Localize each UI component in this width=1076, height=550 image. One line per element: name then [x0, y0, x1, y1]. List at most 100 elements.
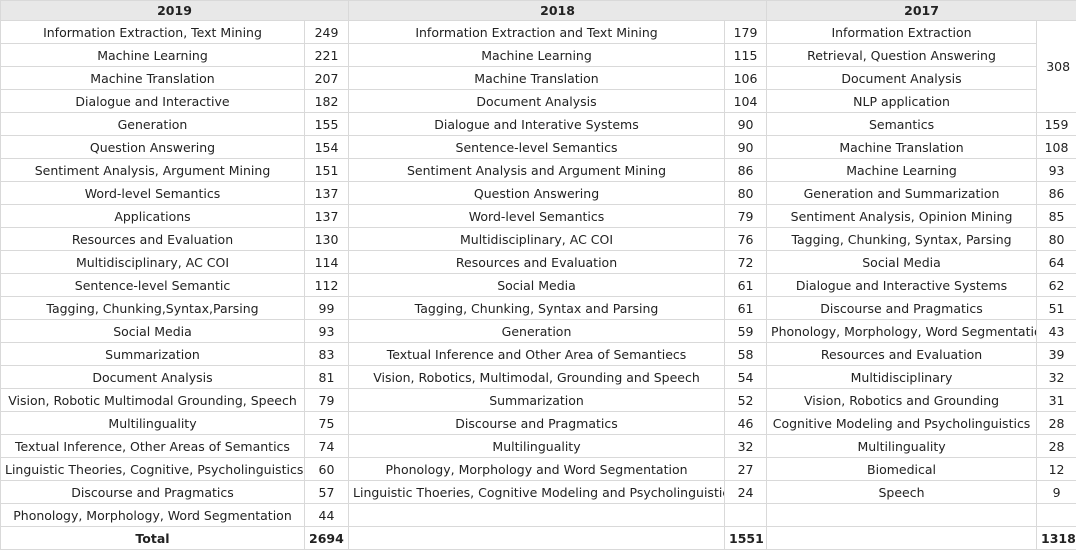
topic-2019: Generation	[1, 113, 305, 136]
count-2017: 28	[1037, 435, 1076, 458]
count-2019: 130	[305, 228, 349, 251]
topic-2019: Resources and Evaluation	[1, 228, 305, 251]
topic-2017: Phonology, Morphology, Word Segmentation	[767, 320, 1037, 343]
count-2019: 249	[305, 21, 349, 44]
count-2018: 61	[725, 297, 767, 320]
topic-2019: Linguistic Theories, Cognitive, Psycholi…	[1, 458, 305, 481]
count-2018: 54	[725, 366, 767, 389]
count-2018: 179	[725, 21, 767, 44]
topic-2017: Retrieval, Question Answering	[767, 44, 1037, 67]
topic-2019: Vision, Robotic Multimodal Grounding, Sp…	[1, 389, 305, 412]
topic-2018: Machine Translation	[349, 67, 725, 90]
topic-2018: Sentence-level Semantics	[349, 136, 725, 159]
topic-2019: Machine Learning	[1, 44, 305, 67]
count-2019: 221	[305, 44, 349, 67]
topic-2017: Social Media	[767, 251, 1037, 274]
count-2018: 104	[725, 90, 767, 113]
count-2017: 93	[1037, 159, 1076, 182]
count-2019: 155	[305, 113, 349, 136]
topic-2019: Document Analysis	[1, 366, 305, 389]
count-2019: 75	[305, 412, 349, 435]
count-2019: 207	[305, 67, 349, 90]
topic-2019: Machine Translation	[1, 67, 305, 90]
count-2019: 99	[305, 297, 349, 320]
topic-2018: Sentiment Analysis and Argument Mining	[349, 159, 725, 182]
topic-2017: Vision, Robotics and Grounding	[767, 389, 1037, 412]
topic-2018: Document Analysis	[349, 90, 725, 113]
count-2017: 85	[1037, 205, 1076, 228]
table-row: Textual Inference, Other Areas of Semant…	[1, 435, 1076, 458]
count-2018: 80	[725, 182, 767, 205]
topic-2018: Resources and Evaluation	[349, 251, 725, 274]
topic-2017: Resources and Evaluation	[767, 343, 1037, 366]
count-2019: 74	[305, 435, 349, 458]
topic-2018: Vision, Robotics, Multimodal, Grounding …	[349, 366, 725, 389]
count-2019: 79	[305, 389, 349, 412]
topic-2017: Machine Learning	[767, 159, 1037, 182]
topic-2018: Dialogue and Interative Systems	[349, 113, 725, 136]
total-2018: 1551	[725, 527, 767, 550]
total-2018-spacer	[349, 527, 725, 550]
topic-2017: Speech	[767, 481, 1037, 504]
topic-2017: Information Extraction	[767, 21, 1037, 44]
count-2017-merged: 308	[1037, 21, 1076, 113]
count-2019: 44	[305, 504, 349, 527]
topic-2017: Dialogue and Interactive Systems	[767, 274, 1037, 297]
count-2018: 32	[725, 435, 767, 458]
topic-2017: Document Analysis	[767, 67, 1037, 90]
topic-2017: Machine Translation	[767, 136, 1037, 159]
topic-2019: Sentence-level Semantic	[1, 274, 305, 297]
topic-2019: Summarization	[1, 343, 305, 366]
topic-2018: Tagging, Chunking, Syntax and Parsing	[349, 297, 725, 320]
count-2017: 9	[1037, 481, 1076, 504]
count-2017: 32	[1037, 366, 1076, 389]
count-2018: 86	[725, 159, 767, 182]
topic-2017: Biomedical	[767, 458, 1037, 481]
topic-2019: Word-level Semantics	[1, 182, 305, 205]
topic-2019: Discourse and Pragmatics	[1, 481, 305, 504]
topic-2019: Social Media	[1, 320, 305, 343]
count-2019: 81	[305, 366, 349, 389]
topic-2018: Information Extraction and Text Mining	[349, 21, 725, 44]
count-2019: 93	[305, 320, 349, 343]
count-2018: 58	[725, 343, 767, 366]
topic-2018: Multilinguality	[349, 435, 725, 458]
count-2018: 24	[725, 481, 767, 504]
topic-2017: Multilinguality	[767, 435, 1037, 458]
count-2019: 137	[305, 182, 349, 205]
topic-2018: Discourse and Pragmatics	[349, 412, 725, 435]
count-2019: 137	[305, 205, 349, 228]
topic-2017: Tagging, Chunking, Syntax, Parsing	[767, 228, 1037, 251]
count-2019: 154	[305, 136, 349, 159]
count-2017: 62	[1037, 274, 1076, 297]
count-2017: 108	[1037, 136, 1076, 159]
topic-2019: Information Extraction, Text Mining	[1, 21, 305, 44]
count-2017	[1037, 504, 1076, 527]
count-2017: 39	[1037, 343, 1076, 366]
topic-2019: Multidisciplinary, AC COI	[1, 251, 305, 274]
count-2018: 59	[725, 320, 767, 343]
topic-2018: Phonology, Morphology and Word Segmentat…	[349, 458, 725, 481]
count-2019: 182	[305, 90, 349, 113]
count-2018: 76	[725, 228, 767, 251]
total-2017-spacer	[767, 527, 1037, 550]
total-2017: 1318	[1037, 527, 1076, 550]
topic-2019: Applications	[1, 205, 305, 228]
count-2017: 80	[1037, 228, 1076, 251]
total-label: Total	[1, 527, 305, 550]
topic-2018: Social Media	[349, 274, 725, 297]
count-2018: 106	[725, 67, 767, 90]
topic-2017: Discourse and Pragmatics	[767, 297, 1037, 320]
count-2018: 90	[725, 113, 767, 136]
header-2017: 2017	[767, 1, 1076, 21]
